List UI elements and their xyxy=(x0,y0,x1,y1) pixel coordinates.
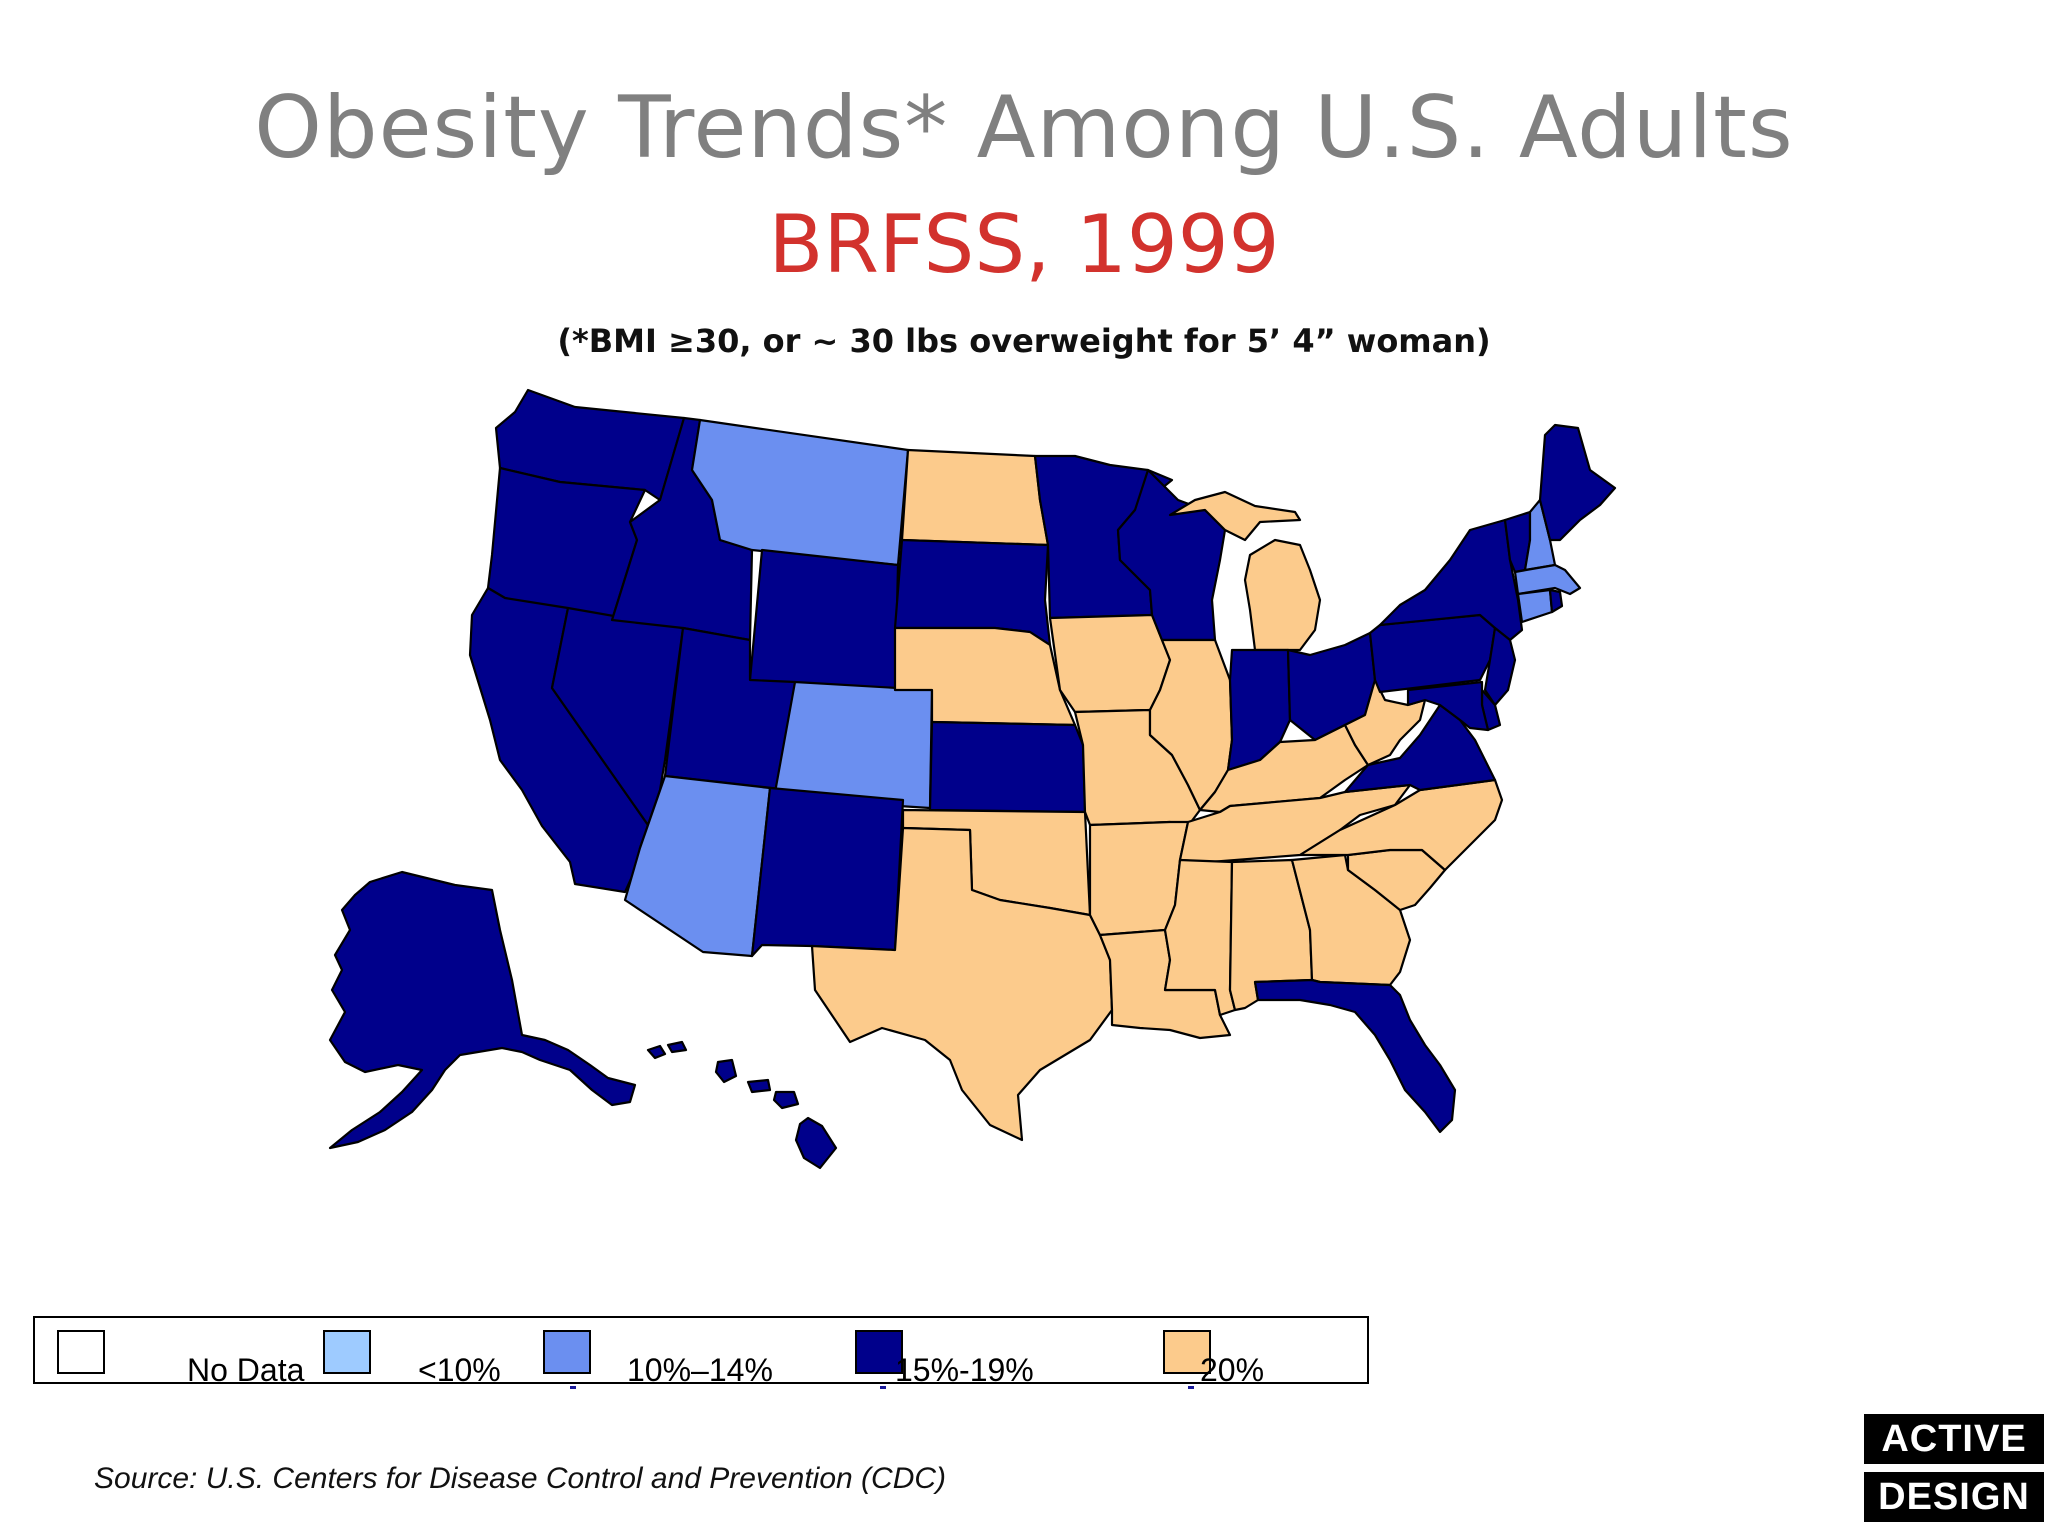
state-ME xyxy=(1538,423,1617,542)
legend-tick xyxy=(880,1386,886,1389)
state-NJ xyxy=(1483,626,1517,707)
legend-label-20: 20% xyxy=(1200,1352,1265,1388)
state-VA xyxy=(1343,703,1497,794)
state-FL xyxy=(1253,978,1457,1134)
map-legend: No Data <10% 10%–14% 15%-19% 20% xyxy=(33,1316,1369,1388)
legend-swatch-under-10 xyxy=(323,1330,371,1374)
state-WY xyxy=(748,548,900,692)
legend-label-15-19: 15%-19% xyxy=(895,1352,1034,1388)
source-note: Source: U.S. Centers for Disease Control… xyxy=(94,1462,947,1495)
state-MI xyxy=(1168,490,1322,652)
legend-swatch-20 xyxy=(1163,1330,1211,1374)
legend-tick xyxy=(570,1386,576,1389)
page-subtitle: BRFSS, 1999 xyxy=(768,198,1280,291)
state-WV xyxy=(1343,678,1427,767)
legend-swatch-10-14 xyxy=(543,1330,591,1374)
state-AK xyxy=(328,870,637,1150)
state-RI xyxy=(1548,588,1564,614)
page-title: Obesity Trends* Among U.S. Adults xyxy=(254,78,1794,178)
state-IA xyxy=(1048,613,1172,714)
logo-line-2: DESIGN xyxy=(1864,1472,2044,1522)
state-CO xyxy=(772,680,934,810)
state-KS xyxy=(928,720,1087,814)
legend-swatch-no-data xyxy=(57,1330,105,1374)
state-HI xyxy=(646,1040,838,1170)
state-ND xyxy=(900,448,1050,547)
legend-label-10-14: 10%–14% xyxy=(627,1352,773,1388)
state-PA xyxy=(1368,613,1497,694)
state-NE xyxy=(893,626,1077,727)
legend-tick xyxy=(1188,1386,1194,1389)
state-CT xyxy=(1516,588,1554,624)
bmi-note: (*BMI ≥30, or ~ 30 lbs overweight for 5’… xyxy=(557,322,1491,360)
legend-swatch-15-19 xyxy=(855,1330,903,1374)
state-TX xyxy=(810,826,1114,1142)
state-MD xyxy=(1406,680,1490,732)
us-obesity-map xyxy=(328,388,1617,1170)
legend-label-no-data: No Data xyxy=(187,1352,305,1388)
active-design-logo: ACTIVE DESIGN xyxy=(1864,1414,2044,1530)
legend-label-under-10: <10% xyxy=(418,1352,501,1388)
state-NM xyxy=(750,786,905,958)
logo-line-1: ACTIVE xyxy=(1864,1414,2044,1464)
